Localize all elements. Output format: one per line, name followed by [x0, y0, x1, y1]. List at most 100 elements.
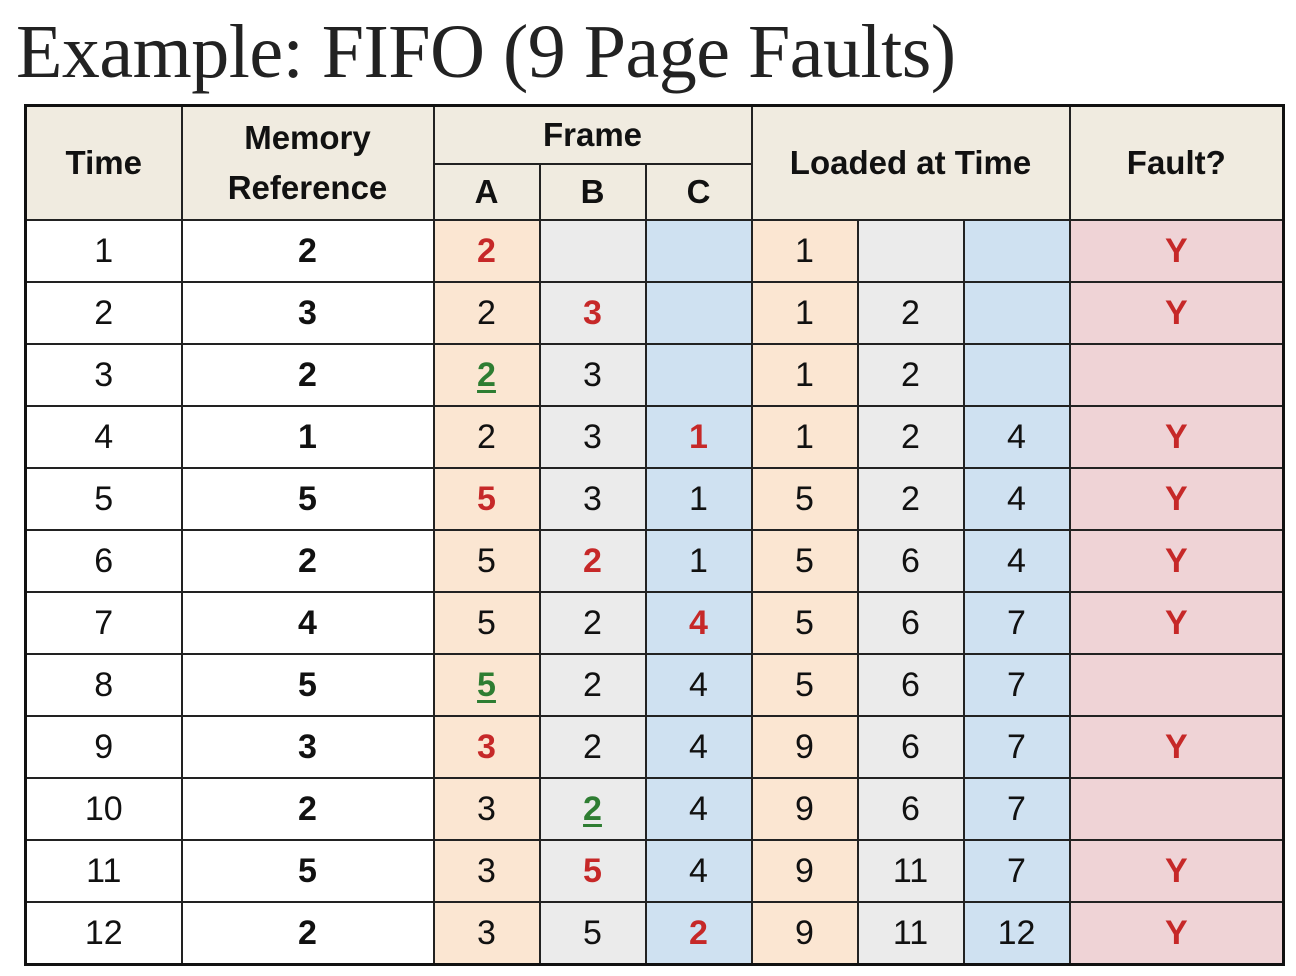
frame-c-cell: 4: [644, 839, 753, 903]
frame-b-cell: 5: [538, 901, 647, 966]
loaded-c-cell: 7: [962, 591, 1071, 655]
fault-cell: Y: [1068, 405, 1285, 469]
memory-reference-cell: 4: [180, 591, 435, 655]
loaded-a-cell: 9: [750, 715, 859, 779]
fault-mark: Y: [1164, 541, 1188, 580]
memory-reference-cell: 3: [180, 281, 435, 345]
frame-page-value: 2: [477, 293, 496, 332]
time-cell: 5: [24, 467, 183, 531]
loaded-a-cell: 1: [750, 405, 859, 469]
memory-reference-cell: 1: [180, 405, 435, 469]
loaded-a-cell: 5: [750, 529, 859, 593]
memory-reference-cell: 5: [180, 839, 435, 903]
frame-c-cell: [644, 281, 753, 345]
time-cell: 2: [24, 281, 183, 345]
loaded-b-cell: 2: [856, 405, 965, 469]
time-cell: 1: [24, 219, 183, 283]
header-time: Time: [24, 104, 183, 221]
memory-reference-cell: 2: [180, 343, 435, 407]
frame-a-cell: 5: [432, 467, 541, 531]
frame-page-value: 5: [583, 913, 602, 952]
loaded-b-cell: 2: [856, 281, 965, 345]
loaded-b-cell: 11: [856, 839, 965, 903]
frame-c-cell: 1: [644, 467, 753, 531]
frame-page-value: 2: [583, 603, 602, 642]
fault-cell: Y: [1068, 839, 1285, 903]
frame-c-cell: 4: [644, 653, 753, 717]
loaded-b-cell: [856, 219, 965, 283]
frame-a-cell: 2: [432, 219, 541, 283]
loaded-c-cell: 4: [962, 529, 1071, 593]
time-cell: 3: [24, 343, 183, 407]
frame-page-value: 3: [477, 789, 496, 828]
frame-a-cell: 3: [432, 715, 541, 779]
time-cell: 6: [24, 529, 183, 593]
loaded-c-cell: 7: [962, 839, 1071, 903]
frame-b-cell: [538, 219, 647, 283]
loaded-c-cell: 7: [962, 715, 1071, 779]
fault-cell: Y: [1068, 281, 1285, 345]
loaded-b-cell: 6: [856, 715, 965, 779]
loaded-c-cell: 7: [962, 777, 1071, 841]
frame-a-cell: 3: [432, 777, 541, 841]
frame-page-value: 2: [477, 417, 496, 456]
frame-c-cell: [644, 219, 753, 283]
loaded-c-cell: 4: [962, 467, 1071, 531]
frame-page-value: 4: [689, 603, 708, 642]
loaded-c-cell: [962, 219, 1071, 283]
frame-a-cell: 5: [432, 529, 541, 593]
frame-b-cell: 2: [538, 591, 647, 655]
fault-cell: Y: [1068, 219, 1285, 283]
loaded-a-cell: 9: [750, 777, 859, 841]
frame-page-value: 3: [583, 479, 602, 518]
frame-c-cell: 1: [644, 529, 753, 593]
frame-page-value: 2: [689, 913, 708, 952]
frame-page-value: 1: [689, 541, 708, 580]
memory-reference-cell: 5: [180, 653, 435, 717]
loaded-b-cell: 2: [856, 467, 965, 531]
fault-mark: Y: [1164, 417, 1188, 456]
frame-a-cell: 2: [432, 343, 541, 407]
time-cell: 9: [24, 715, 183, 779]
table-row: 10 2 3 2 4 9 6 7: [24, 777, 1285, 841]
table-row: 11 5 3 5 4 9 11 7 Y: [24, 839, 1285, 903]
frame-b-cell: 5: [538, 839, 647, 903]
frame-b-cell: 3: [538, 281, 647, 345]
frame-page-value: 3: [583, 355, 602, 394]
frame-b-cell: 3: [538, 405, 647, 469]
loaded-c-cell: [962, 343, 1071, 407]
frame-page-value: 4: [689, 851, 708, 890]
frame-c-cell: [644, 343, 753, 407]
frame-page-value: 4: [689, 665, 708, 704]
time-cell: 10: [24, 777, 183, 841]
fault-mark: Y: [1164, 727, 1188, 766]
fault-cell: Y: [1068, 467, 1285, 531]
loaded-a-cell: 1: [750, 343, 859, 407]
frame-c-cell: 2: [644, 901, 753, 966]
frame-b-cell: 2: [538, 653, 647, 717]
time-cell: 7: [24, 591, 183, 655]
fault-cell: [1068, 343, 1285, 407]
frame-b-cell: 2: [538, 715, 647, 779]
fault-cell: Y: [1068, 901, 1285, 966]
frame-a-cell: 3: [432, 901, 541, 966]
loaded-a-cell: 5: [750, 591, 859, 655]
frame-a-cell: 2: [432, 405, 541, 469]
header-frame-b: B: [538, 163, 647, 221]
frame-c-cell: 4: [644, 591, 753, 655]
memory-reference-cell: 2: [180, 777, 435, 841]
fault-cell: Y: [1068, 591, 1285, 655]
frame-page-value: 5: [477, 541, 496, 580]
frame-page-value: 5: [477, 479, 496, 518]
frame-page-value: 3: [583, 293, 602, 332]
frame-page-value: 1: [689, 479, 708, 518]
frame-page-value: 2: [583, 541, 602, 580]
